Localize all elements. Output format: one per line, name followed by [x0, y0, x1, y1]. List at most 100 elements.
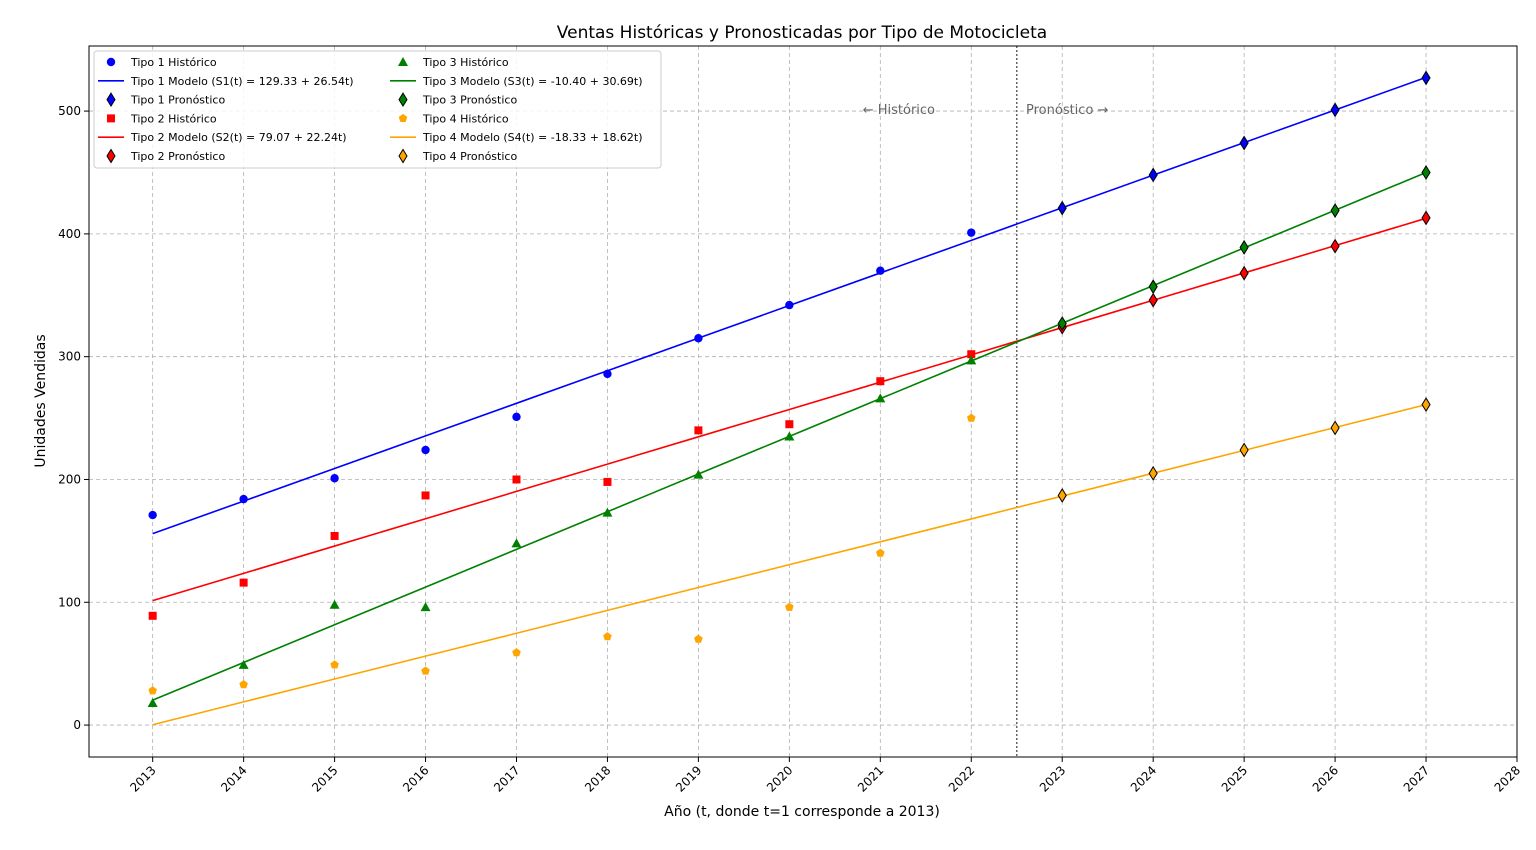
- forecast-point-3: [1421, 165, 1431, 180]
- forecast-point-3: [1148, 279, 1158, 295]
- legend-label: Tipo 3 Histórico: [422, 56, 509, 69]
- historic-point-1: [694, 334, 703, 343]
- historic-point-4: [694, 634, 703, 643]
- legend-label: Tipo 3 Pronóstico: [422, 94, 517, 107]
- plot-frame: [88, 45, 1518, 758]
- legend-label: Tipo 2 Modelo (S2(t) = 79.07 + 22.24t): [130, 131, 347, 144]
- y-axis-label: Unidades Vendidas: [33, 334, 49, 467]
- y-tick-label: 300: [58, 350, 81, 364]
- x-tick-label: 2021: [855, 763, 886, 794]
- historic-point-1: [148, 510, 157, 520]
- historic-point-4: [603, 632, 612, 641]
- y-axis-ticks: 0 100 200 300 400 500: [58, 104, 89, 732]
- legend-symbol: [398, 148, 408, 164]
- historic-point-4: [239, 680, 248, 689]
- model-line-4: [152, 403, 1427, 726]
- historic-point-4: [785, 602, 794, 611]
- x-tick-label: 2022: [946, 763, 977, 794]
- historic-point-4: [421, 666, 430, 675]
- forecast-point-2: [1421, 210, 1431, 226]
- legend-symbol: [106, 92, 116, 108]
- x-axis-label: Año (t, donde t=1 corresponde a 2013): [664, 804, 940, 820]
- forecast-point-4: [1148, 465, 1158, 481]
- legend-symbol: [107, 114, 115, 123]
- forecast-annotation: Pronóstico →: [1026, 103, 1109, 118]
- forecast-point-1: [1239, 135, 1249, 151]
- historic-point-3: [511, 538, 522, 548]
- x-tick-label: 2015: [309, 763, 340, 794]
- forecast-point-3: [1330, 203, 1340, 219]
- x-axis-ticks: 2013 2014 2015 2016 2017 2018 2019 2020 2021 2022…: [127, 757, 1523, 795]
- forecast-point-3: [1057, 316, 1067, 331]
- forecast-point-2: [1148, 292, 1158, 308]
- historic-point-4: [148, 686, 157, 695]
- y-tick-label: 0: [73, 718, 81, 732]
- markers: [147, 70, 1431, 707]
- legend-label: Tipo 4 Pronóstico: [422, 150, 517, 163]
- y-tick-label: 100: [58, 595, 81, 609]
- legend-label: Tipo 2 Pronóstico: [130, 150, 225, 163]
- historic-point-3: [329, 599, 340, 609]
- legend-label: Tipo 3 Modelo (S3(t) = -10.40 + 30.69t): [422, 75, 643, 88]
- historic-point-4: [966, 413, 976, 422]
- forecast-point-3: [1239, 239, 1249, 255]
- forecast-point-1: [1421, 70, 1431, 86]
- historic-annotation: ← Histórico: [863, 103, 935, 118]
- x-tick-label: 2017: [491, 763, 522, 794]
- x-tick-label: 2014: [218, 763, 249, 794]
- historic-point-2: [967, 350, 976, 359]
- legend-symbol: [398, 113, 408, 123]
- historic-point-4: [512, 648, 521, 657]
- legend-label: Tipo 2 Histórico: [130, 112, 217, 125]
- y-tick-label: 200: [58, 472, 81, 486]
- legend-label: Tipo 4 Modelo (S4(t) = -18.33 + 18.62t): [422, 131, 643, 144]
- historic-point-2: [421, 491, 430, 500]
- historic-point-3: [693, 469, 704, 479]
- x-tick-label: 2023: [1037, 763, 1068, 794]
- historic-point-1: [512, 412, 521, 422]
- historic-point-3: [147, 697, 158, 707]
- historic-point-1: [785, 300, 794, 310]
- y-tick-label: 500: [58, 104, 81, 118]
- y-tick-label: 400: [58, 227, 81, 241]
- historic-point-2: [148, 611, 157, 620]
- historic-point-2: [694, 426, 703, 435]
- forecast-point-1: [1148, 167, 1158, 183]
- x-tick-label: 2028: [1492, 763, 1523, 794]
- forecast-point-4: [1239, 442, 1249, 458]
- x-tick-label: 2016: [400, 763, 431, 794]
- historic-point-4: [876, 548, 885, 557]
- x-tick-label: 2020: [764, 763, 795, 794]
- legend-label: Tipo 4 Histórico: [422, 112, 509, 125]
- historic-point-1: [421, 445, 430, 455]
- legend-symbol: [106, 148, 116, 164]
- historic-point-2: [239, 578, 248, 587]
- historic-point-3: [875, 393, 886, 403]
- x-tick-label: 2027: [1401, 763, 1432, 794]
- forecast-point-1: [1057, 200, 1067, 216]
- legend: Tipo 1 Histórico Tipo 1 Modelo (S1(t) = 1…: [93, 50, 662, 169]
- x-tick-label: 2025: [1219, 763, 1250, 794]
- historic-point-1: [603, 369, 612, 379]
- historic-point-2: [512, 475, 521, 484]
- x-tick-label: 2026: [1310, 763, 1341, 794]
- historic-point-3: [966, 355, 977, 365]
- legend-symbol: [398, 57, 408, 66]
- legend-label: Tipo 1 Histórico: [130, 56, 217, 69]
- historic-point-2: [330, 531, 339, 540]
- historic-point-2: [603, 477, 612, 486]
- historic-point-1: [330, 474, 339, 483]
- x-tick-label: 2013: [127, 763, 158, 794]
- model-line-2: [152, 217, 1427, 602]
- forecast-point-2: [1239, 265, 1249, 281]
- historic-point-1: [967, 228, 976, 237]
- historic-point-2: [876, 377, 885, 386]
- legend-symbol: [398, 92, 408, 108]
- legend-label: Tipo 1 Modelo (S1(t) = 129.33 + 26.54t): [130, 75, 354, 88]
- forecast-point-1: [1330, 102, 1340, 118]
- forecast-point-4: [1057, 487, 1067, 503]
- forecast-point-2: [1330, 238, 1340, 254]
- forecast-point-4: [1421, 397, 1431, 413]
- chart-title: Ventas Históricas y Pronosticadas por Ti…: [557, 23, 1047, 43]
- historic-point-2: [785, 420, 794, 429]
